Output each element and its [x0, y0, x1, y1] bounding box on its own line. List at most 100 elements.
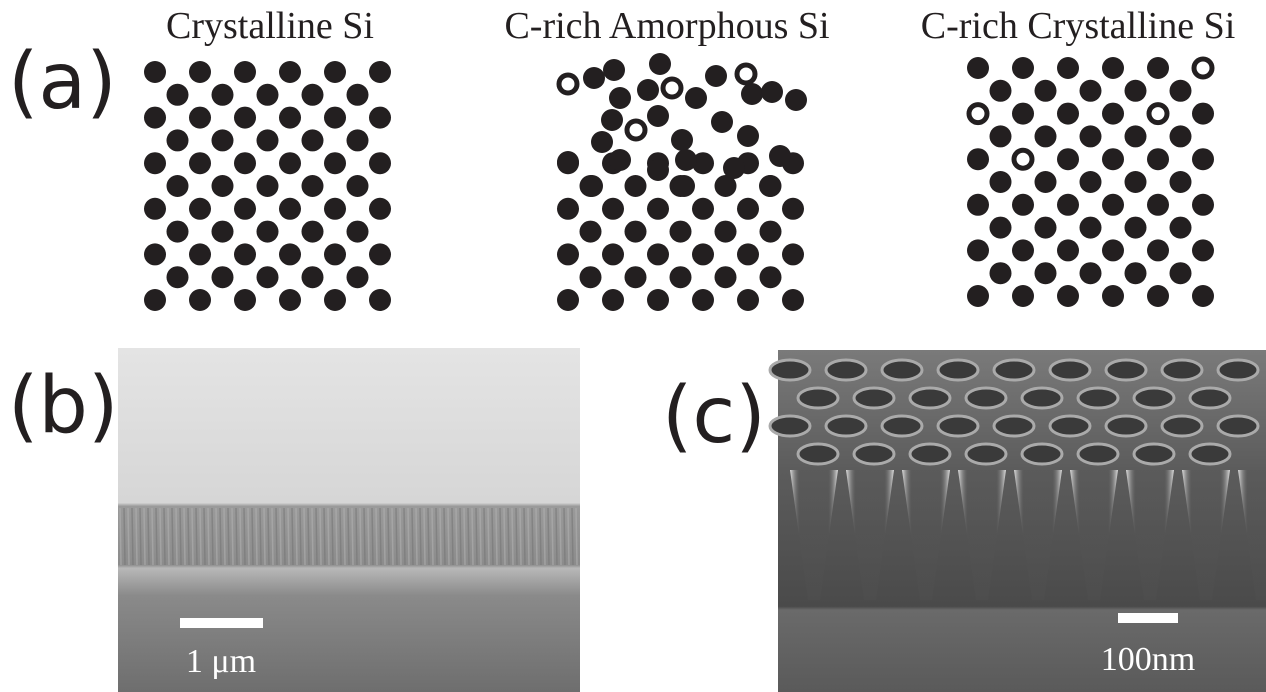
texture	[348, 508, 349, 565]
texture	[444, 508, 445, 565]
texture	[552, 508, 553, 565]
texture	[120, 508, 121, 565]
silicon-atom	[1102, 148, 1124, 170]
pore	[994, 416, 1034, 436]
silicon-atom	[785, 89, 807, 111]
silicon-atom	[1192, 285, 1214, 307]
silicon-atom	[967, 285, 989, 307]
silicon-atom	[625, 175, 647, 197]
silicon-atom	[737, 198, 759, 220]
silicon-atom	[324, 61, 346, 83]
silicon-atom	[1012, 57, 1034, 79]
silicon-atom	[1035, 80, 1057, 102]
texture	[416, 508, 417, 565]
texture	[524, 508, 525, 565]
silicon-atom	[189, 107, 211, 129]
silicon-atom	[1125, 171, 1147, 193]
texture	[208, 508, 209, 565]
texture	[324, 508, 325, 565]
silicon-atom	[967, 57, 989, 79]
texture	[368, 508, 369, 565]
texture	[228, 508, 229, 565]
silicon-atom	[602, 198, 624, 220]
silicon-atom	[1125, 80, 1147, 102]
pore	[1162, 360, 1202, 380]
pore	[1106, 416, 1146, 436]
silicon-atom	[347, 129, 369, 151]
silicon-atom	[711, 111, 733, 133]
silicon-atom	[167, 221, 189, 243]
silicon-atom	[279, 198, 301, 220]
texture	[340, 508, 341, 565]
texture	[156, 508, 157, 565]
texture	[272, 508, 273, 565]
pore	[1218, 416, 1258, 436]
silicon-atom	[1080, 171, 1102, 193]
texture	[196, 508, 197, 565]
texture	[424, 508, 425, 565]
silicon-atom	[769, 145, 791, 167]
texture	[336, 508, 337, 565]
silicon-atom	[967, 148, 989, 170]
texture	[352, 508, 353, 565]
silicon-atom	[212, 266, 234, 288]
texture	[376, 508, 377, 565]
texture	[464, 508, 465, 565]
texture	[420, 508, 421, 565]
texture	[216, 508, 217, 565]
texture	[192, 508, 193, 565]
texture	[392, 508, 393, 565]
silicon-atom	[647, 159, 669, 181]
silicon-atom	[737, 243, 759, 265]
texture	[160, 508, 161, 565]
silicon-atom	[279, 243, 301, 265]
pore	[966, 444, 1006, 464]
pore	[1134, 388, 1174, 408]
pore	[1162, 416, 1202, 436]
pore	[1078, 388, 1118, 408]
silicon-atom	[581, 175, 603, 197]
carbon-atom	[737, 65, 755, 83]
texture	[500, 508, 501, 565]
texture	[288, 508, 289, 565]
texture	[536, 508, 537, 565]
carbon-atom	[969, 105, 987, 123]
texture	[516, 508, 517, 565]
silicon-atom	[1035, 125, 1057, 147]
texture	[212, 508, 213, 565]
pore	[1050, 416, 1090, 436]
silicon-atom	[637, 79, 659, 101]
silicon-atom	[347, 221, 369, 243]
texture	[432, 508, 433, 565]
texture	[528, 508, 529, 565]
silicon-atom	[557, 289, 579, 311]
texture	[176, 508, 177, 565]
silicon-atom	[167, 129, 189, 151]
silicon-atom	[647, 105, 669, 127]
silicon-atom	[685, 87, 707, 109]
silicon-atom	[557, 198, 579, 220]
silicon-atom	[1080, 262, 1102, 284]
texture	[124, 508, 125, 565]
silicon-atom	[670, 266, 692, 288]
silicon-atom	[369, 61, 391, 83]
silicon-atom	[234, 107, 256, 129]
texture	[472, 508, 473, 565]
texture	[164, 508, 165, 565]
silicon-atom	[1192, 103, 1214, 125]
silicon-atom	[257, 266, 279, 288]
texture	[496, 508, 497, 565]
silicon-atom	[257, 84, 279, 106]
pore	[770, 416, 810, 436]
panel-label: (a)	[8, 37, 117, 127]
texture	[260, 508, 261, 565]
texture	[508, 508, 509, 565]
silicon-atom	[760, 221, 782, 243]
texture	[296, 508, 297, 565]
pore	[1022, 388, 1062, 408]
texture	[220, 508, 221, 565]
texture	[136, 508, 137, 565]
texture	[568, 508, 569, 565]
silicon-atom	[324, 289, 346, 311]
silicon-atom	[257, 175, 279, 197]
